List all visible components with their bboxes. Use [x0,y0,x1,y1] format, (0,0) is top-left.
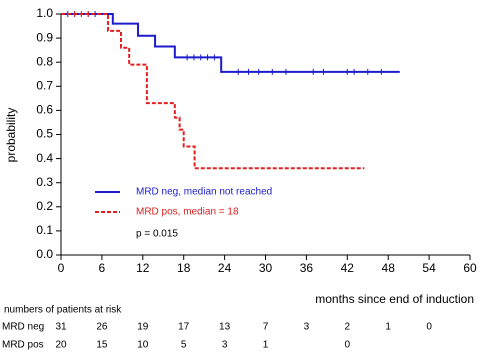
at-risk-row-label: MRD neg [2,322,44,333]
y-tick-label: 0.7 [36,78,53,92]
at-risk-count: 5 [181,340,187,351]
y-tick-label: 0.4 [36,151,53,165]
at-risk-count: 31 [55,322,67,333]
at-risk-count: 0 [426,322,432,333]
at-risk-title: numbers of patients at risk [4,305,122,316]
x-tick-label: 12 [136,261,150,275]
at-risk-count: 3 [304,322,310,333]
survival-curve [61,13,365,170]
y-tick-label: 0.2 [36,199,53,213]
at-risk-count: 2 [345,322,351,333]
y-axis-label: probability [4,108,18,163]
at-risk-count: 20 [55,340,67,351]
at-risk-count: 7 [263,322,269,333]
survival-curve [61,13,400,73]
x-tick-label: 0 [58,261,65,275]
y-tick-label: 0.5 [36,127,53,141]
x-tick-label: 48 [382,261,396,275]
x-tick-label: 42 [341,261,355,275]
y-tick-label: 0.3 [36,175,53,189]
at-risk-count: 17 [178,322,190,333]
x-tick-label: 6 [99,261,106,275]
y-tick-label: 0.6 [36,103,53,117]
at-risk-count: 15 [96,340,108,351]
y-tick-label: 1.0 [36,6,53,20]
at-risk-count: 1 [385,322,391,333]
at-risk-row-label: MRD pos [2,340,44,351]
at-risk-count: 10 [137,340,149,351]
x-tick-label: 60 [463,261,477,275]
y-tick-label: 0.0 [36,247,53,261]
x-tick-label: 36 [300,261,314,275]
annotation: p = 0.015 [136,229,178,240]
x-tick-label: 30 [259,261,273,275]
y-tick-label: 0.8 [36,54,53,68]
at-risk-count: 19 [137,322,149,333]
at-risk-count: 0 [345,340,351,351]
x-tick-label: 54 [422,261,436,275]
x-tick-label: 24 [218,261,232,275]
legend-label: MRD neg, median not reached [136,187,272,198]
x-axis-label: months since end of induction [315,292,474,306]
at-risk-count: 1 [263,340,269,351]
at-risk-count: 26 [96,322,108,333]
y-tick-label: 0.1 [36,223,53,237]
x-tick-label: 18 [177,261,191,275]
at-risk-count: 13 [219,322,231,333]
legend-label: MRD pos, median = 18 [136,207,239,218]
y-tick-label: 0.9 [36,30,53,44]
at-risk-count: 3 [222,340,228,351]
